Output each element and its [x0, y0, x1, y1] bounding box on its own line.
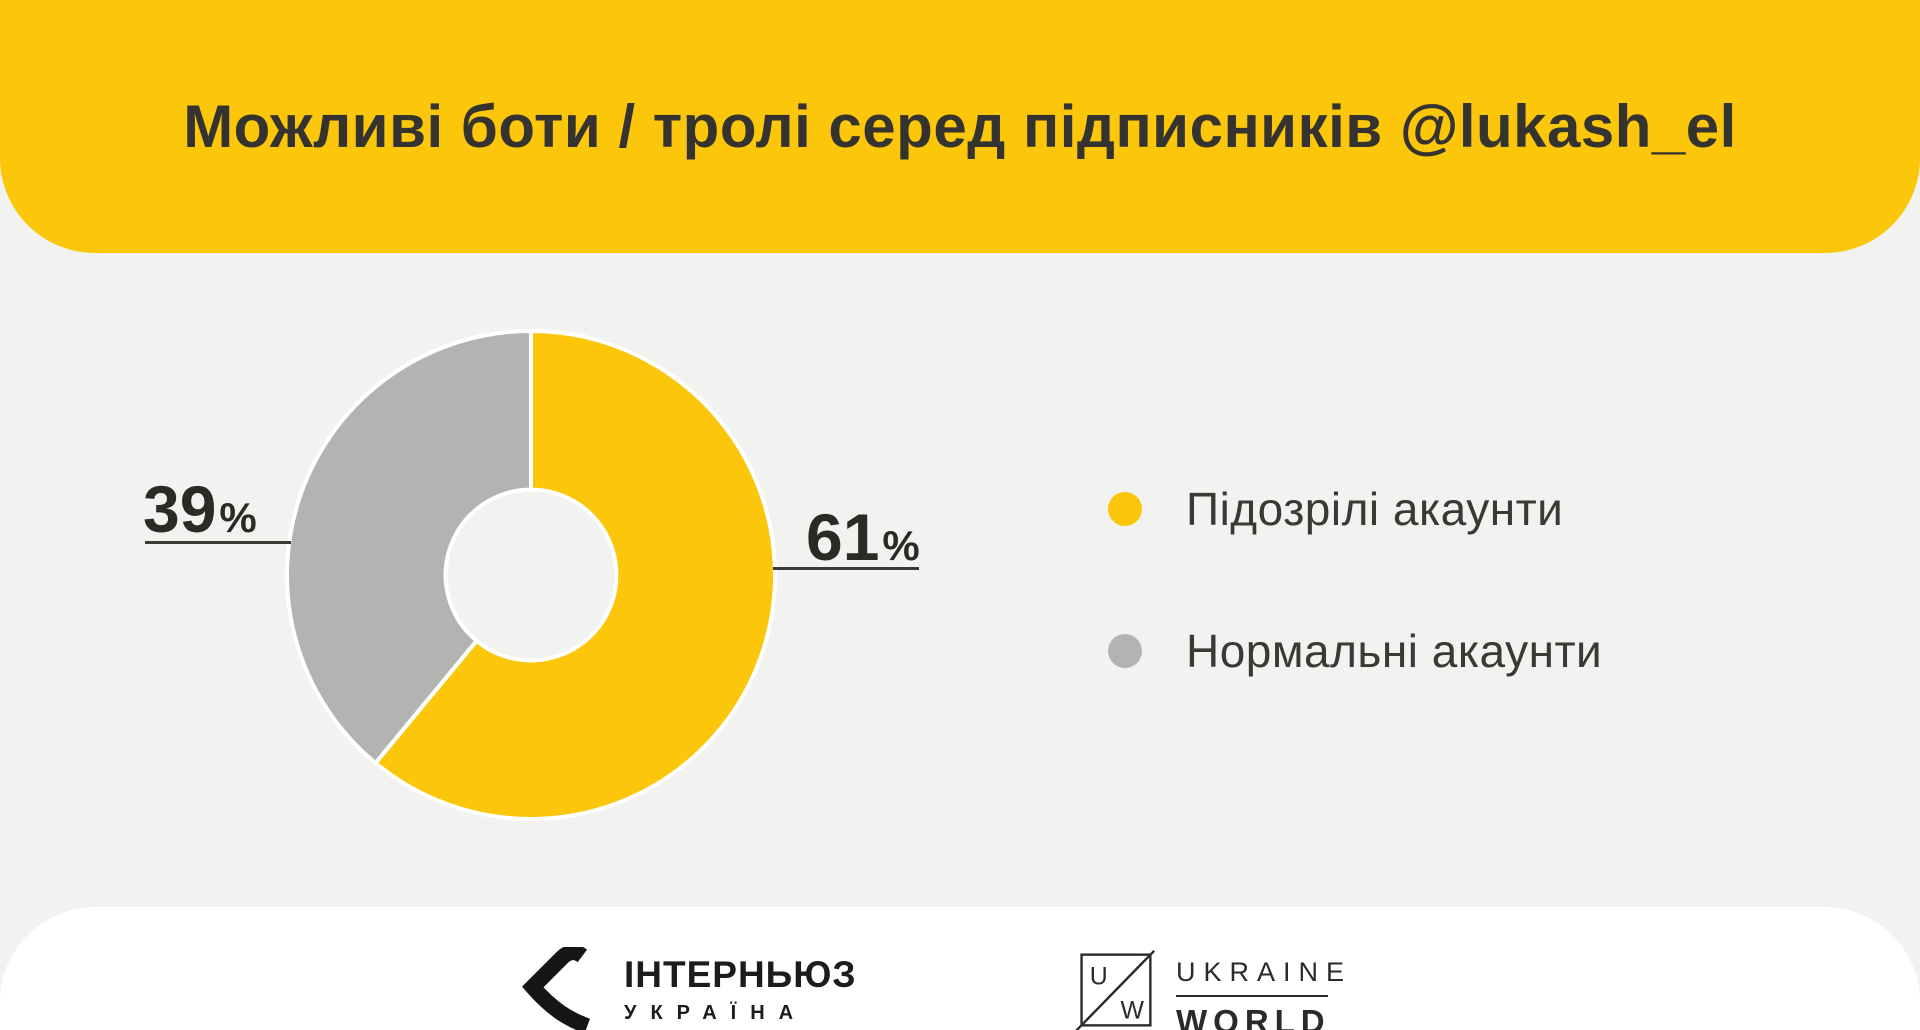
internews-name: ІНТЕРНЬЮЗ	[624, 953, 857, 995]
footer-card: ІНТЕРНЬЮЗ УКРАЇНА U W UKRAINE WORLD	[0, 907, 1920, 1030]
callout-line-left	[145, 541, 291, 544]
uw-monogram-u: U	[1090, 963, 1108, 990]
data-label-value: 61	[806, 500, 880, 574]
data-label-unit: %	[882, 522, 920, 569]
data-label-unit: %	[219, 494, 257, 541]
legend-swatch-yellow-icon	[1108, 492, 1142, 526]
donut-slice	[285, 328, 533, 766]
data-label-value: 39	[143, 472, 217, 546]
uw-monogram-w: W	[1120, 998, 1144, 1025]
data-label-suspicious-accounts: 61 %	[806, 504, 920, 570]
legend-item-suspicious: Підозрілі акаунти	[1108, 482, 1602, 536]
donut-chart-svg	[285, 328, 777, 821]
internews-ukraine-logo: ІНТЕРНЬЮЗ УКРАЇНА	[520, 947, 857, 1030]
legend-label: Нормальні акаунти	[1186, 625, 1603, 677]
ukraine-world-logo: U W UKRAINE WORLD	[1072, 947, 1352, 1030]
uw-ukraine-text: UKRAINE	[1176, 957, 1353, 987]
uw-world-text: WORLD	[1176, 1003, 1331, 1030]
donut-chart	[281, 325, 781, 825]
chart-legend: Підозрілі акаунти Нормальні акаунти	[1108, 482, 1602, 678]
data-label-normal-accounts: 39 %	[143, 476, 257, 542]
uw-wordmark: UKRAINE WORLD	[1176, 947, 1352, 1030]
uw-monogram-icon: U W	[1075, 949, 1156, 1030]
legend-swatch-gray-icon	[1108, 634, 1142, 668]
callout-line-right	[773, 567, 919, 570]
donut-slice	[372, 328, 777, 821]
internews-country: УКРАЇНА	[624, 1001, 808, 1024]
internews-wordmark: ІНТЕРНЬЮЗ УКРАЇНА	[624, 954, 857, 1025]
title-banner: Можливі боти / тролі серед підписників @…	[0, 0, 1920, 253]
legend-label: Підозрілі акаунти	[1186, 483, 1564, 535]
internews-chevron-icon	[522, 947, 591, 1030]
page-title: Можливі боти / тролі серед підписників @…	[183, 93, 1737, 160]
legend-item-normal: Нормальні акаунти	[1108, 624, 1602, 678]
uw-divider-line	[1176, 995, 1328, 997]
